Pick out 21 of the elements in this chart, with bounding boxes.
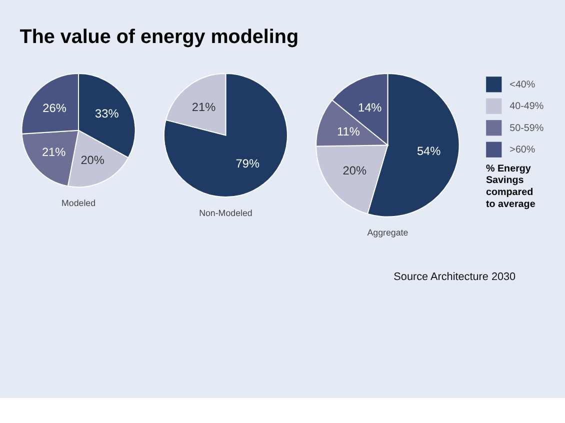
legend-title: % Energy Savings compared to average [486,163,536,210]
chart-title: The value of energy modeling [20,26,299,48]
legend-label: 50-59% [510,122,544,134]
data-label: 33% [95,106,120,121]
data-label: 79% [236,156,260,171]
data-label: 21% [192,100,216,114]
text: Non-Modeled [199,208,252,218]
source-note: Source Architecture 2030 [394,270,516,283]
text: Modeled [62,198,96,208]
data-label: 14% [358,100,382,115]
data-label: 11% [337,124,360,139]
data-label: 20% [342,163,367,178]
pie-slice [163,73,288,198]
legend-label: <40% [510,79,536,90]
text: Aggregate [367,228,408,238]
legend-label: >60% [510,144,536,156]
data-label: 20% [80,153,105,168]
data-label: 54% [416,144,442,158]
data-label: 26% [42,100,67,115]
data-label: 21% [42,145,66,160]
legend-label: 40-49% [510,101,544,112]
